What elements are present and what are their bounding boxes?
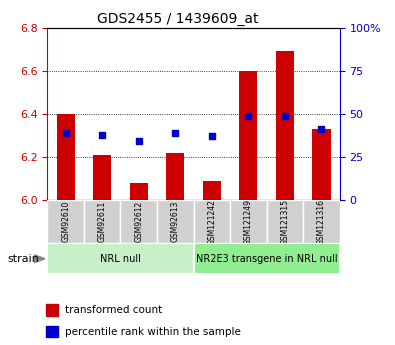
Bar [203,181,221,200]
Point [318,127,325,132]
Point [209,134,215,139]
Bar [194,200,230,243]
Bar [239,71,258,200]
Text: GSM92610: GSM92610 [61,201,70,242]
Text: GSM121315: GSM121315 [280,199,290,245]
Bar [276,51,294,200]
Text: percentile rank within the sample: percentile rank within the sample [65,327,241,337]
Text: GSM121316: GSM121316 [317,199,326,245]
Bar [120,200,157,243]
Bar [303,200,340,243]
Point [135,139,142,144]
Bar [312,129,331,200]
Bar [166,152,184,200]
Bar [84,200,120,243]
Bar [47,243,194,274]
Bar [194,243,340,274]
Bar [46,304,58,316]
Polygon shape [34,255,45,263]
Bar [230,200,267,243]
Text: GSM92612: GSM92612 [134,201,143,242]
Bar [157,200,194,243]
Text: strain: strain [8,254,40,264]
Bar [47,200,84,243]
Point [172,130,179,136]
Bar [46,326,58,337]
Text: GSM121242: GSM121242 [207,199,216,245]
Bar [93,155,111,200]
Point [62,130,69,136]
Text: NRL null: NRL null [100,254,141,264]
Text: GSM92613: GSM92613 [171,201,180,242]
Text: NR2E3 transgene in NRL null: NR2E3 transgene in NRL null [196,254,337,264]
Text: GSM92611: GSM92611 [98,201,107,242]
Bar [56,114,75,200]
Point [245,113,252,118]
Bar [130,183,148,200]
Text: GDS2455 / 1439609_at: GDS2455 / 1439609_at [97,12,258,26]
Text: GSM121249: GSM121249 [244,199,253,245]
Point [282,113,288,118]
Bar [267,200,303,243]
Text: transformed count: transformed count [65,305,162,315]
Point [99,132,105,137]
